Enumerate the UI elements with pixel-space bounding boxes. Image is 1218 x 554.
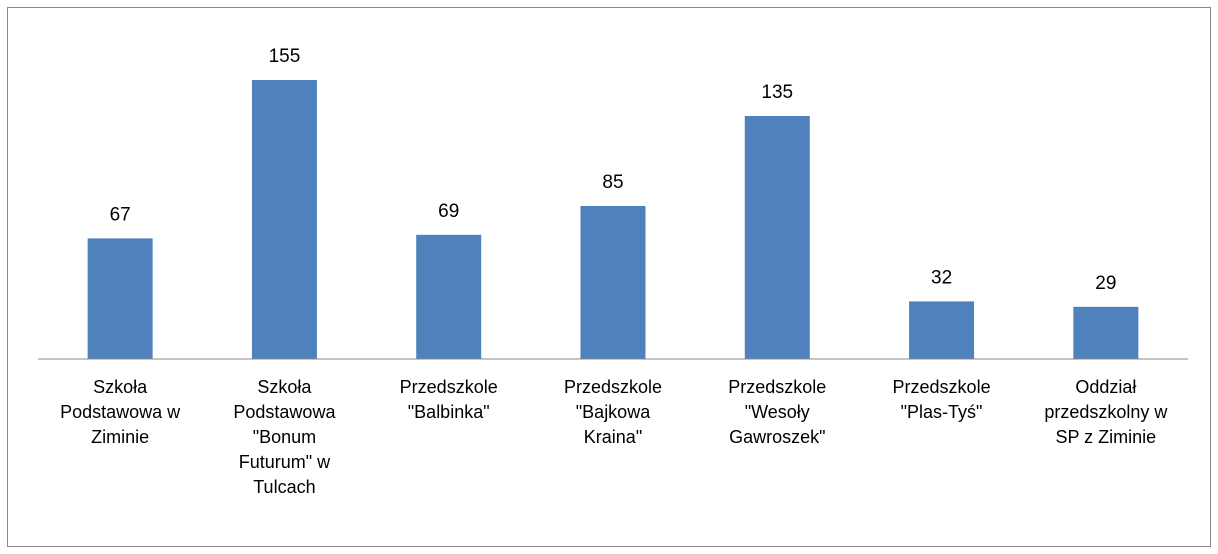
x-tick-label: Oddział przedszkolny w SP z Ziminie xyxy=(1044,377,1168,447)
bar xyxy=(416,234,482,359)
x-tick-label: Przedszkole "Balbinka" xyxy=(399,377,498,422)
data-label: 32 xyxy=(931,267,952,288)
data-label: 155 xyxy=(269,46,301,67)
bar xyxy=(909,301,975,359)
bar xyxy=(87,238,153,359)
x-tick-label: Przedszkole "Bajkowa Kraina" xyxy=(563,377,663,447)
data-label: 29 xyxy=(1095,273,1116,294)
bar xyxy=(251,80,317,359)
x-tick-label: Przedszkole "Wesoły Gawroszek" xyxy=(728,377,827,447)
data-label: 69 xyxy=(438,201,459,222)
x-tick-label: Przedszkole "Plas-Tyś" xyxy=(892,377,991,422)
bar xyxy=(1073,306,1139,359)
data-label: 67 xyxy=(110,204,131,225)
bar xyxy=(744,116,810,359)
x-tick-label: Szkoła Podstawowa w Ziminie xyxy=(60,377,181,447)
x-tick-label: Szkoła Podstawowa "Bonum Futurum" w Tulc… xyxy=(233,377,336,497)
bar xyxy=(580,206,646,359)
data-label: 85 xyxy=(602,172,623,193)
data-label: 135 xyxy=(761,82,793,103)
